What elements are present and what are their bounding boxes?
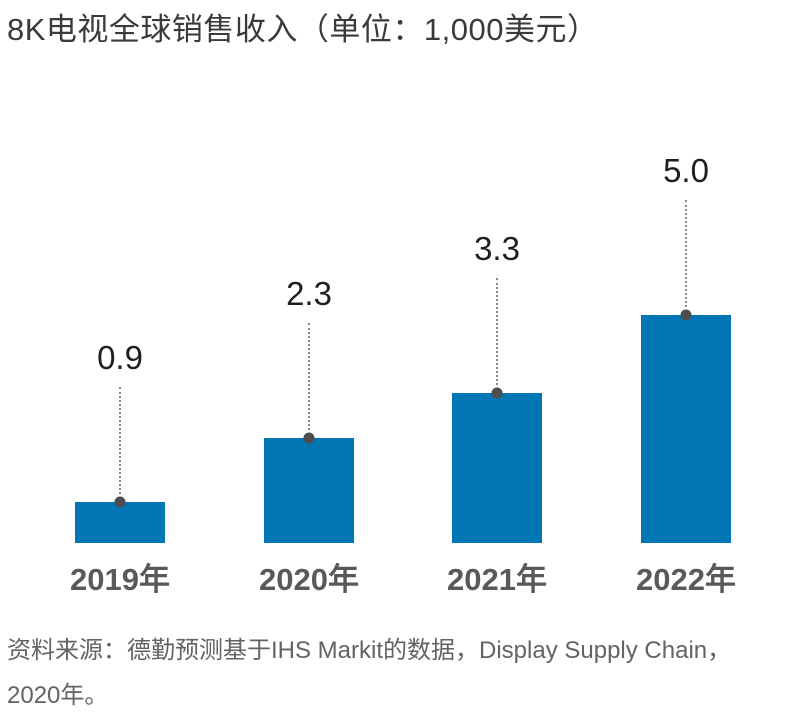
bar <box>75 502 165 543</box>
x-axis-label: 2021年 <box>447 562 547 597</box>
x-axis-label: 2022年 <box>636 562 736 597</box>
bar <box>641 315 731 543</box>
bar <box>264 438 354 543</box>
source-note: 资料来源：德勤预测基于IHS Markit的数据，Display Supply … <box>7 637 732 710</box>
leader-line <box>119 387 121 494</box>
bar <box>452 393 542 543</box>
x-axis-label: 2019年 <box>70 562 170 597</box>
leader-line <box>496 278 498 385</box>
leader-line <box>308 323 310 430</box>
x-axis-label: 2020年 <box>259 562 359 597</box>
leader-line <box>685 200 687 307</box>
bar-top-dot <box>303 432 315 444</box>
bar-value-label: 5.0 <box>663 152 709 189</box>
bar-value-label: 3.3 <box>474 230 520 267</box>
plot-area: 0.9 2019年 2.3 2020年 3.3 2021年 5.0 2022年 <box>70 152 736 597</box>
chart-title: 8K电视全球销售收入（单位：1,000美元） <box>7 12 599 47</box>
bar-value-label: 0.9 <box>97 339 143 376</box>
bar-top-dot <box>114 496 126 508</box>
bar-value-label: 2.3 <box>286 275 332 312</box>
bar-top-dot <box>491 387 503 399</box>
bar-top-dot <box>680 309 692 321</box>
